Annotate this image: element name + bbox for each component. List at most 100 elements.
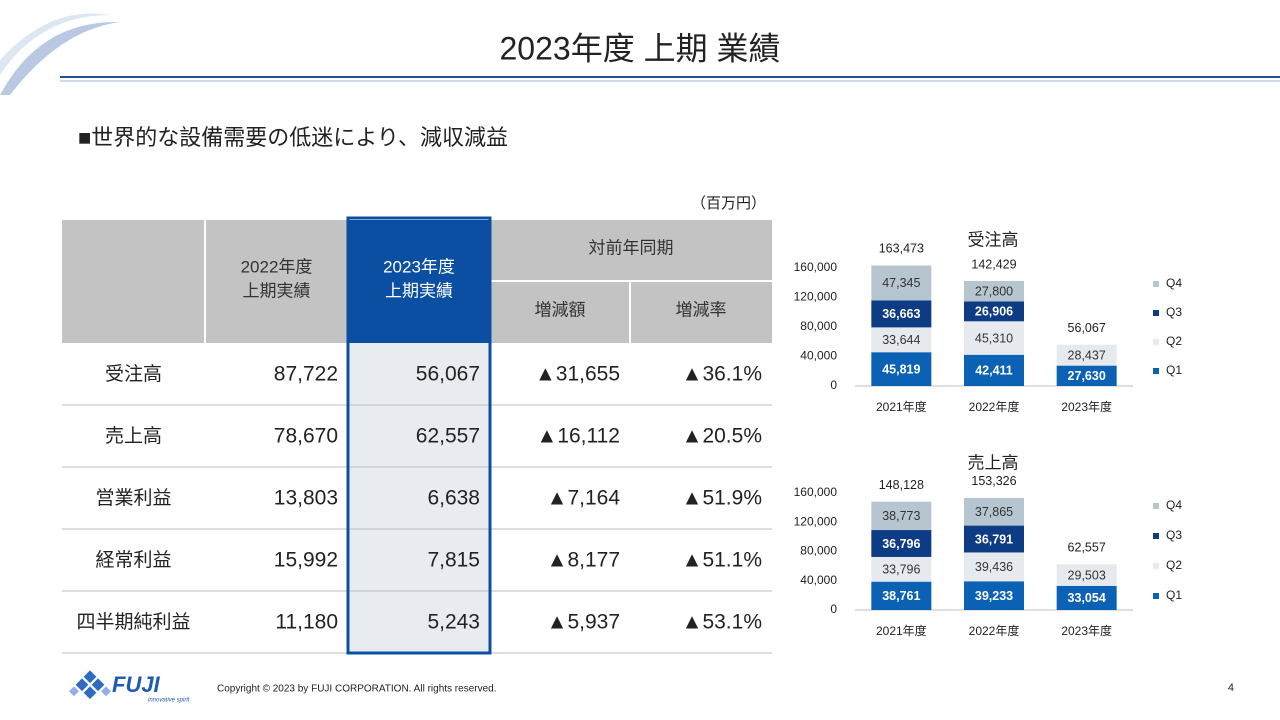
table-cell: 15,992 [274, 549, 338, 572]
bar-segment [1056, 585, 1117, 610]
table-cell: ▲16,112 [537, 425, 620, 448]
column-header: 上期実績 [385, 281, 453, 300]
value-label: 36,791 [975, 532, 1013, 546]
highlight-column-bg [348, 343, 490, 653]
row-label: 四半期純利益 [76, 611, 190, 633]
value-label: 45,819 [882, 362, 920, 376]
y-tick-label: 80,000 [800, 319, 837, 333]
decor-arc [0, 13, 110, 75]
legend-swatch [1153, 563, 1159, 569]
bar-segment [871, 300, 932, 328]
y-tick-label: 0 [830, 378, 837, 392]
table-cell: ▲36.1% [682, 363, 762, 386]
y-tick-label: 40,000 [800, 349, 837, 363]
table-cell: 7,815 [427, 549, 480, 572]
highlight-column-border [346, 216, 492, 655]
bar-segment [964, 552, 1024, 582]
table-cell: 56,067 [416, 363, 480, 386]
column-header: 対前年同期 [589, 238, 674, 257]
y-tick-label: 80,000 [800, 544, 837, 558]
legend-label: Q1 [1166, 588, 1182, 602]
column-header: 2022年度 [241, 257, 313, 276]
value-label: 33,796 [882, 563, 920, 577]
legend-label: Q3 [1166, 528, 1182, 542]
bar-segment [964, 354, 1024, 386]
table-cell: ▲53.1% [682, 611, 762, 634]
legend-swatch [1153, 310, 1159, 316]
logo-tagline: innovative spirit [148, 698, 190, 704]
x-tick-label: 2021年度 [876, 399, 927, 414]
table-cell: 5,243 [427, 611, 480, 634]
bar-segment [871, 265, 932, 301]
value-label: 33,644 [882, 333, 920, 347]
y-tick-label: 40,000 [800, 573, 837, 587]
bar-segment [964, 581, 1024, 610]
value-label: 26,906 [975, 305, 1013, 319]
slide-title: 2023年度 上期 業績 [500, 30, 781, 66]
legend-label: Q3 [1166, 305, 1182, 319]
bar-segment [964, 280, 1024, 302]
value-label: 39,233 [975, 589, 1013, 603]
legend-swatch [1153, 368, 1159, 374]
value-label: 39,436 [975, 560, 1013, 574]
copyright: Copyright © 2023 by FUJI CORPORATION. Al… [217, 684, 497, 695]
legend-swatch [1153, 281, 1159, 287]
value-label: 37,865 [975, 505, 1013, 519]
bar-segment [1056, 344, 1117, 366]
column-header: 増減額 [535, 300, 586, 319]
bar-segment [871, 581, 932, 610]
y-tick-label: 160,000 [794, 485, 838, 499]
y-tick-label: 160,000 [794, 260, 838, 274]
logo: FUJI innovative spirit [69, 670, 190, 704]
chart-title: 売上高 [968, 453, 1019, 472]
table-cell: ▲7,164 [547, 487, 621, 510]
column-header: 上期実績 [243, 281, 311, 300]
table-cell: ▲51.1% [682, 549, 762, 572]
x-tick-label: 2021年度 [876, 623, 927, 638]
row-label: 営業利益 [95, 487, 171, 509]
table-cell: ▲20.5% [682, 425, 762, 448]
y-tick-label: 120,000 [794, 514, 838, 528]
decor-arc [0, 21, 120, 95]
bar-segment [871, 530, 932, 557]
bar-segment [964, 497, 1024, 526]
total-label: 153,326 [971, 474, 1016, 488]
value-label: 28,437 [1068, 348, 1106, 362]
logo-text: FUJI [112, 672, 161, 697]
table-header-highlight [348, 220, 490, 343]
bar-segment [871, 327, 932, 353]
legend-label: Q4 [1166, 498, 1182, 512]
table-cell: 6,638 [427, 487, 480, 510]
value-label: 38,773 [882, 509, 920, 523]
value-label: 29,503 [1068, 568, 1106, 582]
total-label: 142,429 [971, 257, 1016, 271]
table-cell: 78,670 [274, 425, 338, 448]
x-tick-label: 2022年度 [969, 623, 1020, 638]
bar-segment [871, 556, 932, 582]
y-tick-label: 0 [830, 602, 837, 616]
total-label: 148,128 [879, 478, 924, 492]
table-cell: 87,722 [274, 363, 338, 386]
legend-swatch [1153, 533, 1159, 539]
total-label: 62,557 [1068, 541, 1106, 555]
x-tick-label: 2023年度 [1061, 399, 1112, 414]
legend-swatch [1153, 593, 1159, 599]
unit: （百万円） [691, 195, 766, 212]
legend-label: Q1 [1166, 363, 1182, 377]
chart-title: 受注高 [968, 230, 1019, 249]
x-tick-label: 2023年度 [1061, 623, 1112, 638]
table-cell: 11,180 [275, 611, 338, 634]
row-label: 受注高 [105, 363, 162, 385]
bar-segment [1056, 365, 1117, 386]
total-label: 56,067 [1068, 321, 1106, 335]
value-label: 36,663 [882, 307, 920, 321]
bar-segment [871, 352, 932, 386]
legend-swatch [1153, 339, 1159, 345]
value-label: 45,310 [975, 331, 1013, 345]
bar-segment [964, 321, 1024, 355]
legend-label: Q2 [1166, 558, 1182, 572]
total-label: 163,473 [879, 242, 924, 256]
table-cell: ▲31,655 [535, 363, 620, 386]
